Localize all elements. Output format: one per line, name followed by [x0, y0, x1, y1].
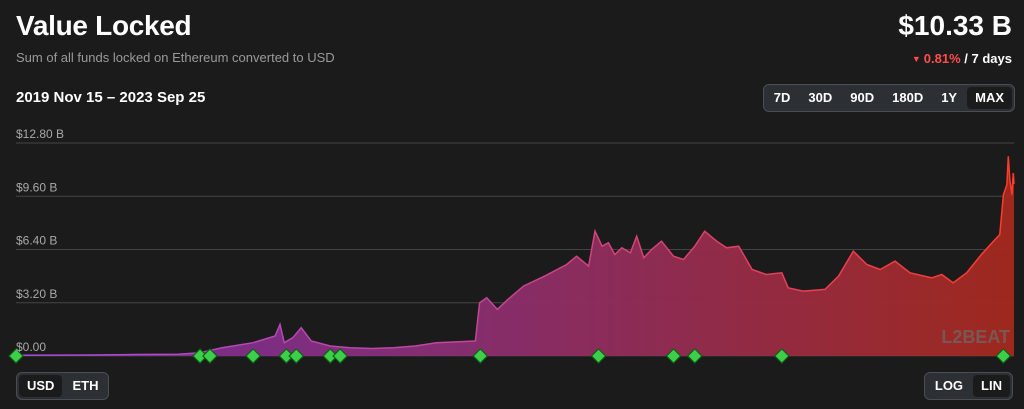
scale-toggle: LOG LIN	[923, 372, 1013, 400]
event-marker[interactable]	[590, 348, 607, 364]
timeframe-30d-button[interactable]: 30D	[808, 90, 833, 105]
page-title: Value Locked	[16, 10, 192, 41]
change-indicator: ▼ 0.81% / 7 days	[912, 51, 1012, 66]
y-tick-label: $12.80 B	[16, 127, 64, 141]
page-subtitle: Sum of all funds locked on Ethereum conv…	[16, 50, 335, 65]
scale-log-button[interactable]: LOG	[934, 378, 964, 393]
currency-usd-button[interactable]: USD	[19, 375, 63, 397]
y-tick-label: $3.20 B	[16, 287, 57, 301]
y-tick-label: $6.40 B	[16, 234, 57, 248]
timeframe-180d-button[interactable]: 180D	[892, 90, 924, 105]
y-tick-label: $0.00	[16, 340, 46, 354]
date-range: 2019 Nov 15 – 2023 Sep 25	[16, 89, 206, 106]
series-area	[16, 156, 1014, 356]
timeframe-max-button[interactable]: MAX	[967, 87, 1012, 109]
timeframe-90d-button[interactable]: 90D	[850, 90, 875, 105]
event-marker[interactable]	[278, 348, 295, 364]
event-marker[interactable]	[192, 348, 208, 364]
timeframe-7d-button[interactable]: 7D	[773, 90, 791, 105]
event-marker[interactable]	[322, 348, 339, 364]
tvl-chart: $0.00 $3.20 B $6.40 B $9.60 B $12.80 B	[8, 127, 1015, 364]
currency-toggle: USD ETH	[16, 372, 110, 400]
event-marker[interactable]	[8, 348, 24, 364]
timeframe-1y-button[interactable]: 1Y	[941, 90, 958, 105]
event-marker[interactable]	[332, 348, 349, 364]
change-period: / 7 days	[964, 51, 1012, 66]
down-triangle-icon: ▼	[911, 54, 921, 64]
event-marker[interactable]	[245, 348, 262, 364]
currency-eth-button[interactable]: ETH	[72, 378, 99, 393]
event-marker[interactable]	[995, 348, 1012, 364]
change-percent: 0.81%	[923, 51, 961, 66]
scale-lin-button[interactable]: LIN	[973, 375, 1010, 397]
watermark: L2BEAT	[941, 327, 1010, 347]
total-value: $10.33 B	[898, 10, 1012, 41]
timeframe-selector: 7D 30D 90D 180D 1Y MAX	[762, 84, 1015, 112]
y-tick-label: $9.60 B	[16, 180, 57, 194]
event-marker[interactable]	[472, 348, 489, 364]
series-line	[15, 156, 1015, 356]
event-marker[interactable]	[288, 348, 305, 364]
event-marker[interactable]	[202, 348, 218, 364]
event-marker[interactable]	[686, 348, 703, 364]
event-marker[interactable]	[773, 348, 790, 364]
event-marker[interactable]	[665, 348, 682, 364]
